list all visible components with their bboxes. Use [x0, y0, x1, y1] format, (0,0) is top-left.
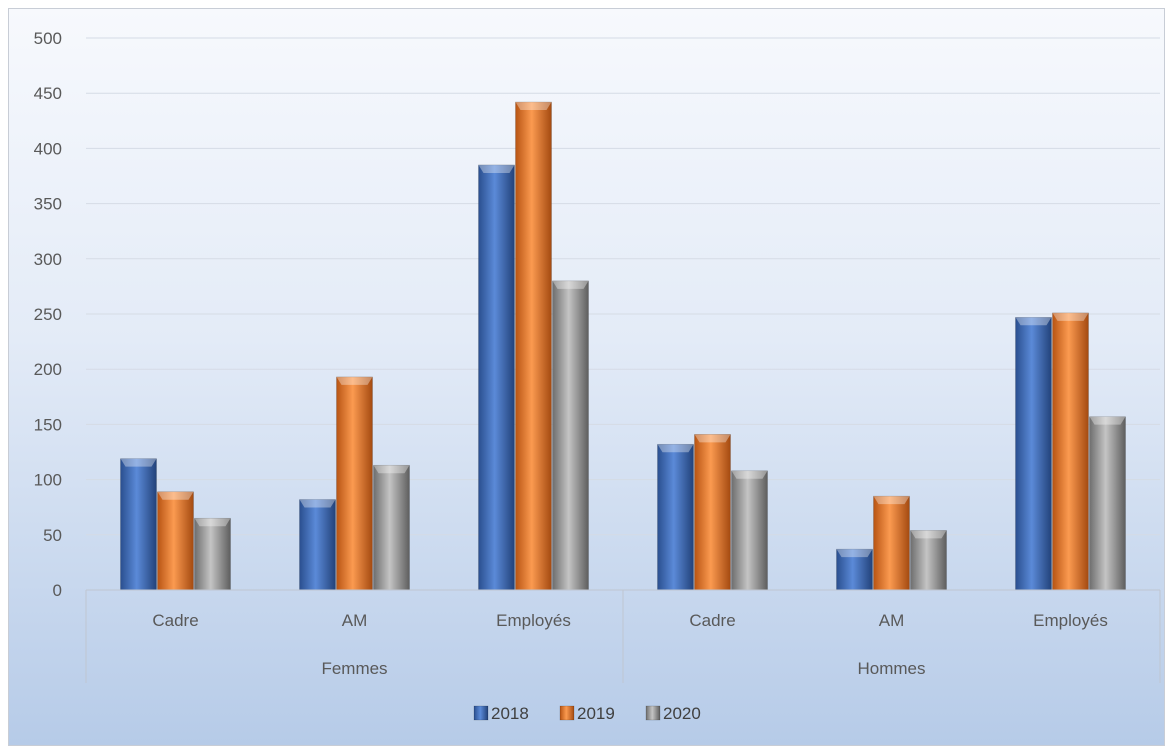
bar-2019-Employés: [515, 101, 552, 591]
bar-bevel: [1015, 317, 1052, 326]
bar-bevel: [910, 530, 947, 539]
legend-label-2018: 2018: [491, 704, 529, 723]
bar-2020-AM: [373, 464, 410, 591]
bar-2019-AM: [873, 495, 910, 591]
x-tick-label: AM: [342, 611, 368, 630]
bar-2018-AM: [299, 499, 336, 591]
y-tick-label: 0: [53, 581, 62, 600]
bar-2018-Cadre: [120, 458, 157, 591]
bar-2018-Employés: [1015, 317, 1052, 591]
y-tick-label: 350: [34, 195, 62, 214]
bar-2019-Cadre: [157, 491, 194, 591]
bar-2018-Employés: [478, 164, 515, 591]
bar-2020-AM: [910, 530, 947, 591]
bar-bevel: [120, 458, 157, 467]
y-tick-label: 300: [34, 250, 62, 269]
bar-2020-Employés: [1089, 416, 1126, 591]
bar-bevel: [873, 496, 910, 505]
bar-bevel: [157, 491, 194, 500]
x-tick-label: Cadre: [689, 611, 735, 630]
legend-swatch-2018: [473, 705, 489, 721]
y-tick-label: 400: [34, 139, 62, 158]
bar-bevel: [836, 549, 873, 558]
bar-bevel: [478, 164, 515, 173]
bars: [120, 101, 1126, 591]
bar-bevel: [336, 376, 373, 385]
bar-bevel: [657, 444, 694, 453]
bar-bevel: [1052, 312, 1089, 321]
bar-bevel: [731, 470, 768, 479]
bar-2019-Employés: [1052, 312, 1089, 591]
x-group-label: Hommes: [857, 659, 925, 678]
x-group-label: Femmes: [321, 659, 387, 678]
bar-bevel: [373, 465, 410, 474]
bar-bevel: [1089, 416, 1126, 425]
x-tick-label: Employés: [1033, 611, 1108, 630]
bar-bevel: [515, 102, 552, 111]
y-tick-label: 450: [34, 84, 62, 103]
y-tick-label: 250: [34, 305, 62, 324]
bar-bevel: [694, 434, 731, 443]
legend-swatch-2019: [559, 705, 575, 721]
x-tick-label: Employés: [496, 611, 571, 630]
bar-2020-Cadre: [731, 470, 768, 591]
y-tick-label: 50: [43, 526, 62, 545]
legend: 2018 2019 2020: [473, 704, 701, 723]
legend-swatch-2020: [645, 705, 661, 721]
x-tick-label: Cadre: [152, 611, 198, 630]
bar-2019-AM: [336, 376, 373, 591]
x-tick-label: AM: [879, 611, 905, 630]
legend-label-2020: 2020: [663, 704, 701, 723]
bar-2020-Employés: [552, 280, 589, 591]
legend-label-2019: 2019: [577, 704, 615, 723]
y-tick-label: 500: [34, 29, 62, 48]
gridlines: [86, 37, 1160, 536]
y-tick-label: 150: [34, 415, 62, 434]
bar-2018-AM: [836, 548, 873, 591]
bar-2020-Cadre: [194, 517, 231, 591]
y-axis: 0 50 100 150 200 250 300 350 400 450 500: [34, 29, 62, 600]
bar-bevel: [299, 499, 336, 508]
y-tick-label: 200: [34, 360, 62, 379]
bar-2019-Cadre: [694, 434, 731, 591]
bar-bevel: [552, 280, 589, 289]
x-axis: Cadre AM Employés Cadre AM Employés Femmes Homm…: [85, 589, 1161, 683]
bar-bevel: [194, 518, 231, 527]
bar-2018-Cadre: [657, 443, 694, 591]
y-tick-label: 100: [34, 471, 62, 490]
